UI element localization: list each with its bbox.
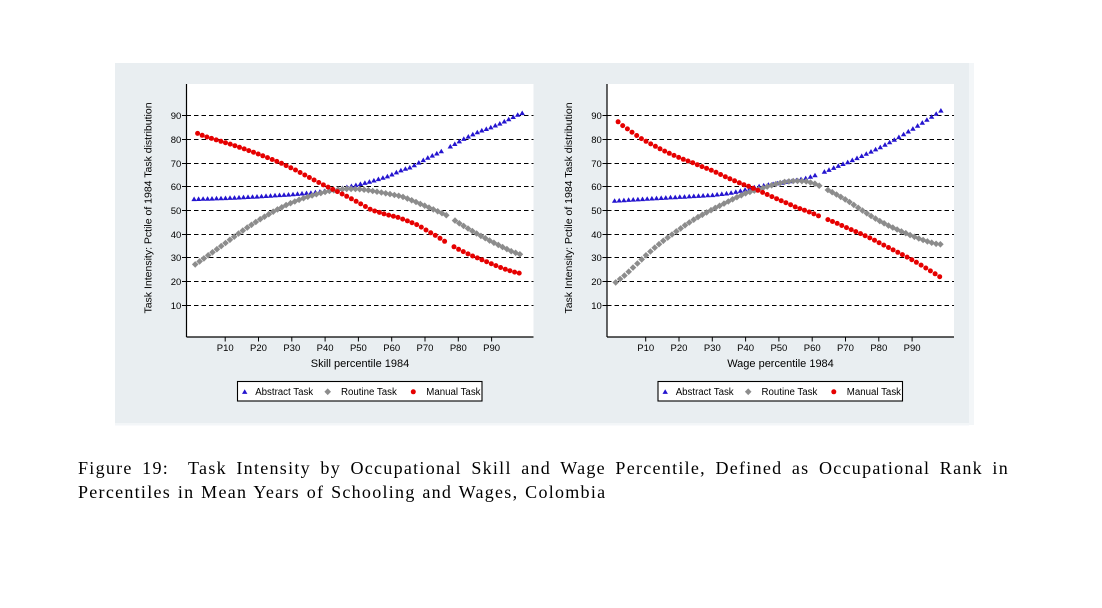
svg-text:30: 30 (591, 253, 602, 264)
svg-text:P40: P40 (737, 343, 754, 354)
svg-text:30: 30 (171, 253, 182, 264)
svg-text:Manual Task: Manual Task (426, 387, 480, 398)
svg-text:Abstract Task: Abstract Task (255, 387, 313, 398)
svg-text:P90: P90 (904, 343, 921, 354)
svg-text:P20: P20 (250, 343, 267, 354)
svg-text:P60: P60 (804, 343, 821, 354)
svg-text:P90: P90 (483, 343, 500, 354)
svg-text:60: 60 (591, 182, 602, 193)
svg-text:P20: P20 (671, 343, 688, 354)
svg-text:P80: P80 (870, 343, 887, 354)
svg-text:80: 80 (591, 135, 602, 146)
svg-text:P10: P10 (217, 343, 234, 354)
svg-text:10: 10 (591, 301, 602, 312)
svg-text:20: 20 (591, 277, 602, 288)
svg-text:40: 40 (591, 230, 602, 241)
svg-text:P10: P10 (637, 343, 654, 354)
svg-text:Routine Task: Routine Task (341, 387, 397, 398)
svg-text:P30: P30 (704, 343, 721, 354)
svg-text:90: 90 (591, 111, 602, 122)
svg-text:Skill percentile 1984: Skill percentile 1984 (311, 358, 409, 370)
svg-text:Task Intensity: Pctile of 1984: Task Intensity: Pctile of 1984 Task dist… (143, 102, 155, 313)
svg-text:P50: P50 (350, 343, 367, 354)
svg-text:P80: P80 (450, 343, 467, 354)
svg-text:Wage percentile 1984: Wage percentile 1984 (727, 358, 834, 370)
svg-text:20: 20 (171, 277, 182, 288)
svg-text:Abstract Task: Abstract Task (676, 387, 734, 398)
svg-text:P70: P70 (837, 343, 854, 354)
svg-text:P60: P60 (383, 343, 400, 354)
svg-text:P30: P30 (283, 343, 300, 354)
svg-text:70: 70 (171, 159, 182, 170)
svg-text:70: 70 (591, 159, 602, 170)
svg-text:40: 40 (171, 230, 182, 241)
svg-text:90: 90 (171, 111, 182, 122)
svg-text:Task Intensity: Pctile of 1984: Task Intensity: Pctile of 1984 Task dist… (563, 102, 575, 313)
svg-text:P70: P70 (417, 343, 434, 354)
svg-text:Routine Task: Routine Task (762, 387, 818, 398)
svg-text:P40: P40 (317, 343, 334, 354)
svg-text:Manual Task: Manual Task (847, 387, 901, 398)
svg-text:P50: P50 (770, 343, 787, 354)
svg-text:60: 60 (171, 182, 182, 193)
svg-text:50: 50 (591, 206, 602, 217)
svg-text:10: 10 (171, 301, 182, 312)
svg-text:50: 50 (171, 206, 182, 217)
svg-text:80: 80 (171, 135, 182, 146)
